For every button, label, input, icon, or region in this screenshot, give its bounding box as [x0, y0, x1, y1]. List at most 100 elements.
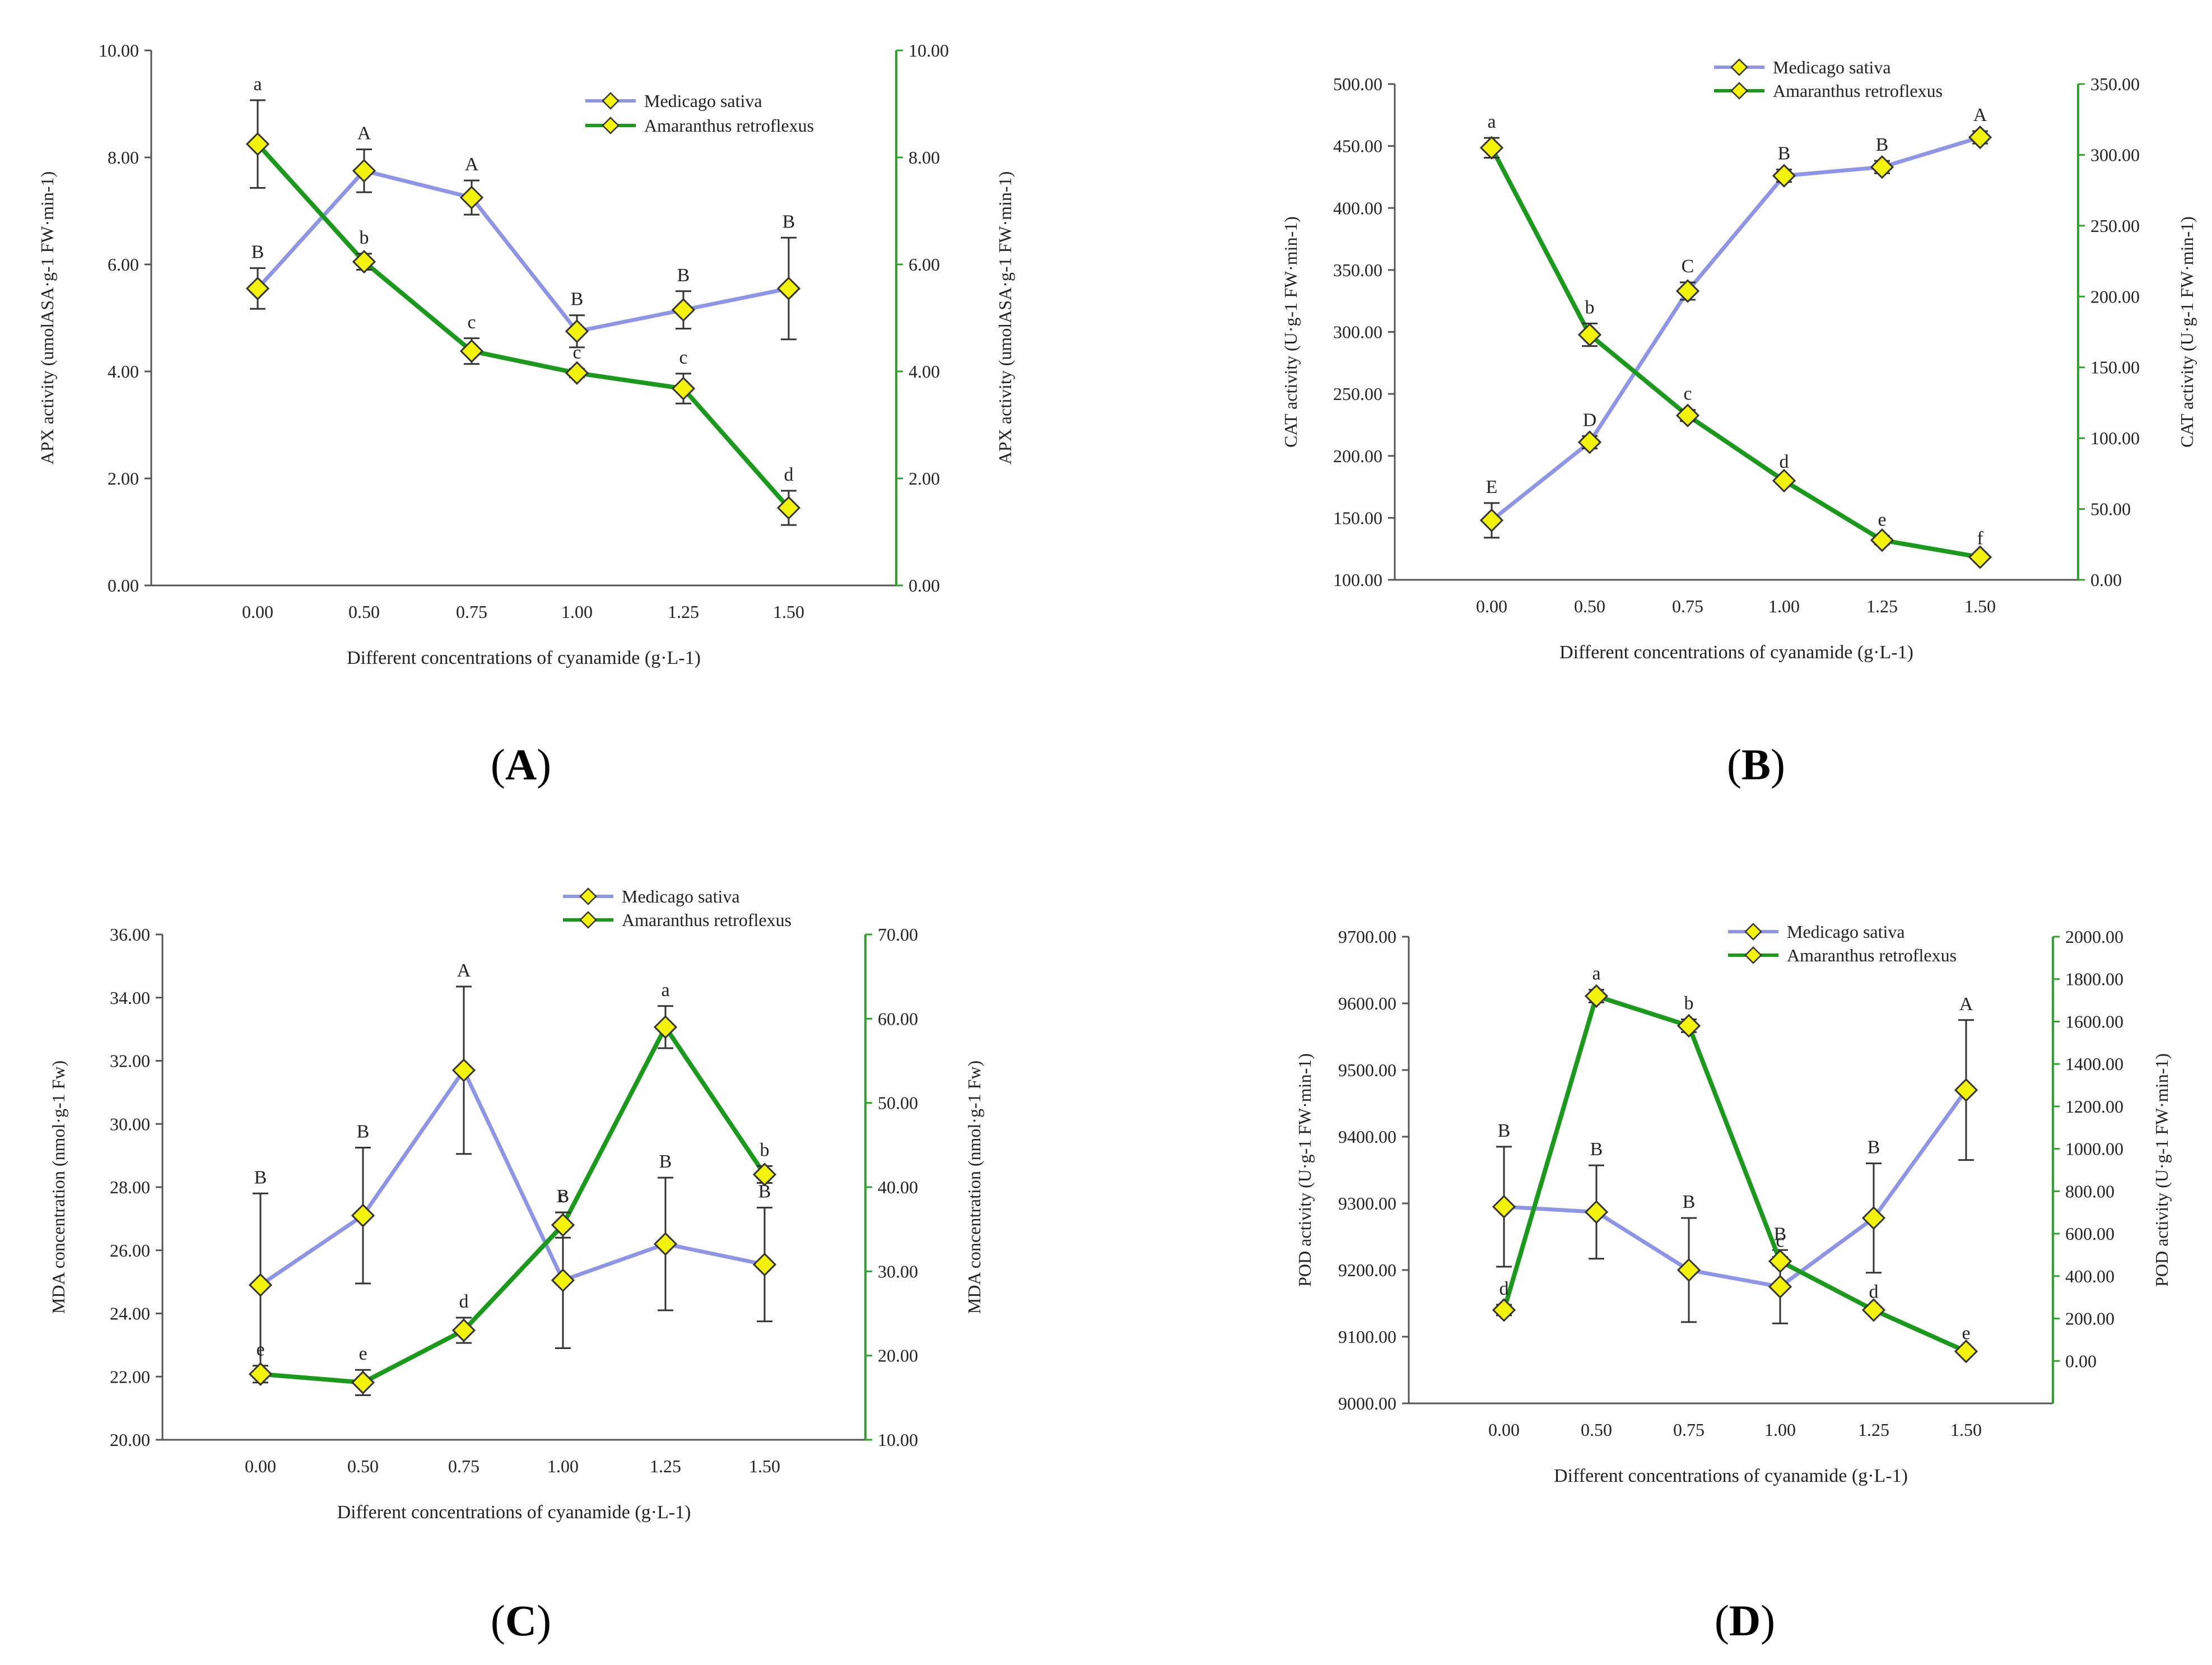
- data-point: [752, 1162, 777, 1187]
- left-tick-label: 10.00: [99, 40, 139, 61]
- series-line: [256, 168, 789, 334]
- right-tick-label: 10.00: [909, 40, 949, 61]
- data-point: [1492, 1298, 1516, 1322]
- data-point: [1479, 508, 1504, 532]
- right-tick-label: 200.00: [2065, 1309, 2115, 1329]
- significance-letter: B: [758, 1182, 771, 1202]
- right-y-axis-title: CAT activity (U·g-1 FW·min-1): [2177, 216, 2197, 448]
- data-point: [351, 1203, 375, 1227]
- series-line: [256, 142, 790, 510]
- significance-letter: c: [679, 347, 687, 368]
- data-point: [671, 376, 696, 401]
- series-amaranthus-retroflexus: a b c c c d: [245, 74, 801, 526]
- panel-label-b: (B): [1727, 740, 1785, 789]
- left-tick-label: 9600.00: [1338, 993, 1396, 1013]
- left-tick-label: 30.00: [110, 1114, 150, 1134]
- data-point: [1870, 528, 1894, 552]
- significance-letter: d: [784, 464, 794, 485]
- significance-letter: B: [252, 242, 264, 263]
- data-point: [459, 185, 484, 210]
- data-point: [653, 1015, 678, 1039]
- series-amaranthus-retroflexus: d a b c d e: [1492, 964, 1978, 1364]
- data-point: [653, 1232, 678, 1256]
- right-tick-label: 4.00: [909, 361, 940, 382]
- left-tick-label: 4.00: [108, 361, 139, 382]
- right-tick-label: 50.00: [878, 1093, 918, 1113]
- x-tick-label: 0.50: [347, 1456, 379, 1476]
- significance-letter: B: [783, 211, 795, 232]
- x-tick-label: 1.50: [773, 602, 804, 622]
- left-tick-label: 350.00: [1333, 260, 1382, 280]
- significance-letter: B: [1498, 1120, 1511, 1141]
- data-point: [1577, 430, 1602, 454]
- data-point: [1870, 155, 1894, 179]
- series-line: [1502, 993, 1967, 1354]
- right-tick-label: 0.00: [2065, 1351, 2097, 1371]
- x-tick-label: 0.75: [448, 1456, 479, 1476]
- significance-letter: a: [661, 980, 669, 1001]
- panel-label-a: (A): [490, 740, 552, 789]
- left-tick-label: 300.00: [1333, 322, 1382, 342]
- right-tick-label: 8.00: [909, 147, 940, 168]
- significance-letter: d: [1780, 452, 1789, 472]
- series-line: [260, 1022, 767, 1385]
- significance-letter: c: [467, 312, 476, 333]
- x-tick-label: 0.75: [1673, 1420, 1705, 1440]
- data-point: [1492, 1194, 1516, 1219]
- x-tick-label: 0.00: [242, 602, 273, 622]
- chart-b: 100.00 150.00 200.00 250.00 300.00 350.00 400.…: [1280, 57, 2197, 663]
- panel-label-d: (D): [1714, 1596, 1776, 1645]
- left-y-axis-title: MDA concentration (nmol·g-1 Fw): [48, 1061, 68, 1314]
- left-tick-label: 34.00: [110, 988, 150, 1008]
- significance-letter: c: [1776, 1231, 1784, 1252]
- left-tick-label: 9200.00: [1338, 1260, 1396, 1280]
- data-point: [1577, 323, 1602, 347]
- left-tick-label: 28.00: [110, 1177, 150, 1197]
- left-tick-label: 100.00: [1333, 570, 1382, 590]
- left-tick-label: 450.00: [1333, 136, 1382, 156]
- data-point: [671, 298, 696, 322]
- right-tick-label: 20.00: [878, 1346, 918, 1366]
- legend-label: Amaranthus retroflexus: [1773, 81, 1943, 101]
- significance-letter: C: [1682, 256, 1694, 277]
- significance-letter: D: [1583, 410, 1597, 430]
- x-tick-label: 1.50: [1964, 596, 1996, 616]
- significance-letter: a: [1592, 964, 1600, 984]
- legend: Medicago sativa Amaranthus retroflexus: [1714, 57, 1943, 101]
- significance-letter: A: [1973, 105, 1987, 125]
- data-point: [1954, 1078, 1978, 1102]
- data-point: [1772, 164, 1796, 188]
- data-point: [451, 1058, 476, 1082]
- legend: Medicago sativa Amaranthus retroflexus: [563, 886, 791, 930]
- left-tick-label: 150.00: [1333, 508, 1382, 528]
- x-tick-label: 1.25: [1858, 1420, 1889, 1440]
- significance-letter: a: [1487, 111, 1496, 132]
- x-tick-label: 0.50: [348, 602, 380, 622]
- significance-letter: A: [1959, 994, 1973, 1015]
- significance-letter: B: [571, 289, 584, 310]
- left-tick-label: 250.00: [1333, 384, 1382, 404]
- right-tick-label: 0.00: [909, 575, 940, 596]
- data-point: [1768, 1249, 1792, 1273]
- significance-letter: e: [256, 1340, 264, 1360]
- x-tick-label: 0.75: [1672, 596, 1703, 616]
- right-tick-label: 6.00: [909, 254, 940, 275]
- series-line: [1489, 146, 1981, 560]
- right-tick-label: 600.00: [2065, 1224, 2115, 1244]
- series-line: [259, 1066, 765, 1287]
- data-point: [776, 276, 801, 301]
- significance-letter: e: [358, 1343, 367, 1364]
- significance-letter: b: [1684, 993, 1694, 1014]
- right-tick-label: 150.00: [2090, 357, 2140, 378]
- right-tick-label: 1000.00: [2065, 1139, 2123, 1159]
- left-tick-label: 9500.00: [1338, 1060, 1396, 1080]
- data-point: [248, 1273, 273, 1297]
- significance-letter: b: [1585, 297, 1595, 318]
- x-tick-label: 1.00: [1764, 1420, 1796, 1440]
- significance-letter: B: [1876, 134, 1889, 155]
- right-tick-label: 50.00: [2090, 499, 2131, 519]
- left-tick-label: 2.00: [108, 468, 139, 489]
- data-point: [1677, 1013, 1701, 1038]
- right-tick-label: 0.00: [2090, 570, 2122, 590]
- left-tick-label: 36.00: [110, 924, 150, 945]
